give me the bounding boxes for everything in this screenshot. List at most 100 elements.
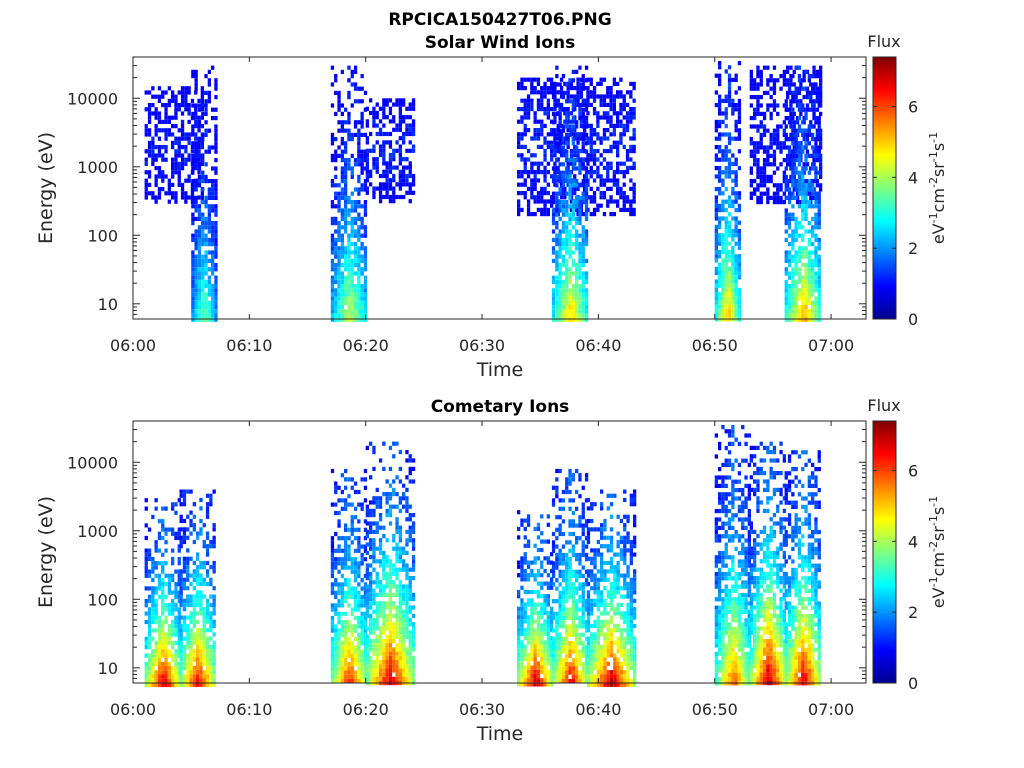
heatmap-cell [787,195,792,200]
heatmap-cell [592,98,597,103]
heatmap-cell [718,262,722,267]
heatmap-cell [388,592,393,597]
heatmap-cell [811,300,815,305]
heatmap-cell [395,492,399,497]
heatmap-cell [204,107,208,112]
heatmap-cell [207,90,211,95]
heatmap-cell [372,626,376,631]
heatmap-cell [334,557,338,562]
heatmap-cell [568,229,572,234]
heatmap-cell [571,300,575,305]
heatmap-cell [207,305,211,310]
heatmap-cell [766,200,770,205]
heatmap-cell [192,598,196,603]
heatmap-cell [171,182,175,187]
heatmap-cell [157,582,162,587]
heatmap-cell [207,279,211,284]
heatmap-cell [566,182,570,187]
heatmap-cell [207,191,211,196]
heatmap-cell [568,212,572,217]
heatmap-cell [164,678,168,683]
heatmap-cell [584,149,589,154]
heatmap-cell [581,141,585,146]
heatmap-cell [737,308,742,313]
heatmap-cell [592,195,597,200]
heatmap-cell [804,309,808,314]
heatmap-cell [357,288,361,293]
heatmap-cell [766,153,770,158]
heatmap-cell [737,229,742,234]
heatmap-cell [543,111,547,116]
heatmap-cell [337,128,341,133]
heatmap-cell [563,111,567,116]
heatmap-cell [392,165,396,170]
heatmap-cell [154,157,158,162]
heatmap-cell [334,263,338,268]
heatmap-cell [372,597,376,602]
heatmap-cell [555,284,559,289]
heatmap-cell [804,69,808,74]
heatmap-cell [157,649,162,654]
heatmap-cell [375,676,379,681]
heatmap-cell [365,123,369,128]
heatmap-cell [523,182,527,187]
heatmap-cell [724,271,728,276]
heatmap-cell [805,132,810,137]
heatmap-cell [589,102,593,107]
heatmap-cell [212,619,216,624]
heatmap-cell [157,195,162,200]
heatmap-cell [151,670,155,675]
heatmap-cell [154,590,158,595]
heatmap-cell [385,190,389,195]
heatmap-cell [801,166,805,171]
heatmap-cell [734,107,738,112]
heatmap-cell [749,124,753,129]
heatmap-cell [815,86,819,91]
heatmap-cell [151,577,155,583]
heatmap-cell [789,174,793,179]
heatmap-cell [571,204,575,209]
heatmap-cell [791,90,795,95]
heatmap-cell [186,560,190,566]
heatmap-cell [177,666,181,671]
heatmap-cell [737,271,742,276]
heatmap-cell [555,317,559,322]
heatmap-cell [388,613,393,618]
heatmap-cell [347,309,351,314]
heatmap-cell [147,674,152,679]
heatmap-cell [334,666,338,671]
heatmap-cell [179,573,183,578]
heatmap-cell [592,149,597,154]
heatmap-cell [812,69,816,74]
heatmap-cell [792,69,796,74]
heatmap-cell [161,590,165,595]
heatmap-cell [365,634,369,639]
heatmap-cell [174,111,178,116]
heatmap-cell [353,557,358,562]
heatmap-cell [784,317,788,322]
heatmap-cell [194,136,198,141]
heatmap-cell [799,111,803,116]
heatmap-cell [571,288,575,293]
heatmap-cell [171,674,175,679]
heatmap-cell [592,207,597,212]
heatmap-cell [807,250,811,255]
heatmap-cell [197,237,202,242]
heatmap-cell [372,106,376,111]
heatmap-cell [385,194,389,200]
heatmap-cell [408,647,412,652]
heatmap-cell [718,174,722,179]
heatmap-cell [164,670,168,675]
heatmap-cell [344,317,348,322]
heatmap-cell [616,90,620,95]
heatmap-cell [204,103,208,108]
heatmap-cell [787,86,792,91]
heatmap-cell [375,660,379,665]
heatmap-cell [209,644,213,650]
heatmap-cell [734,73,738,78]
heatmap-cell [551,275,556,280]
heatmap-cell [189,628,193,633]
heatmap-cell [357,590,361,595]
heatmap-cell [350,678,354,684]
heatmap-cell [714,203,718,208]
